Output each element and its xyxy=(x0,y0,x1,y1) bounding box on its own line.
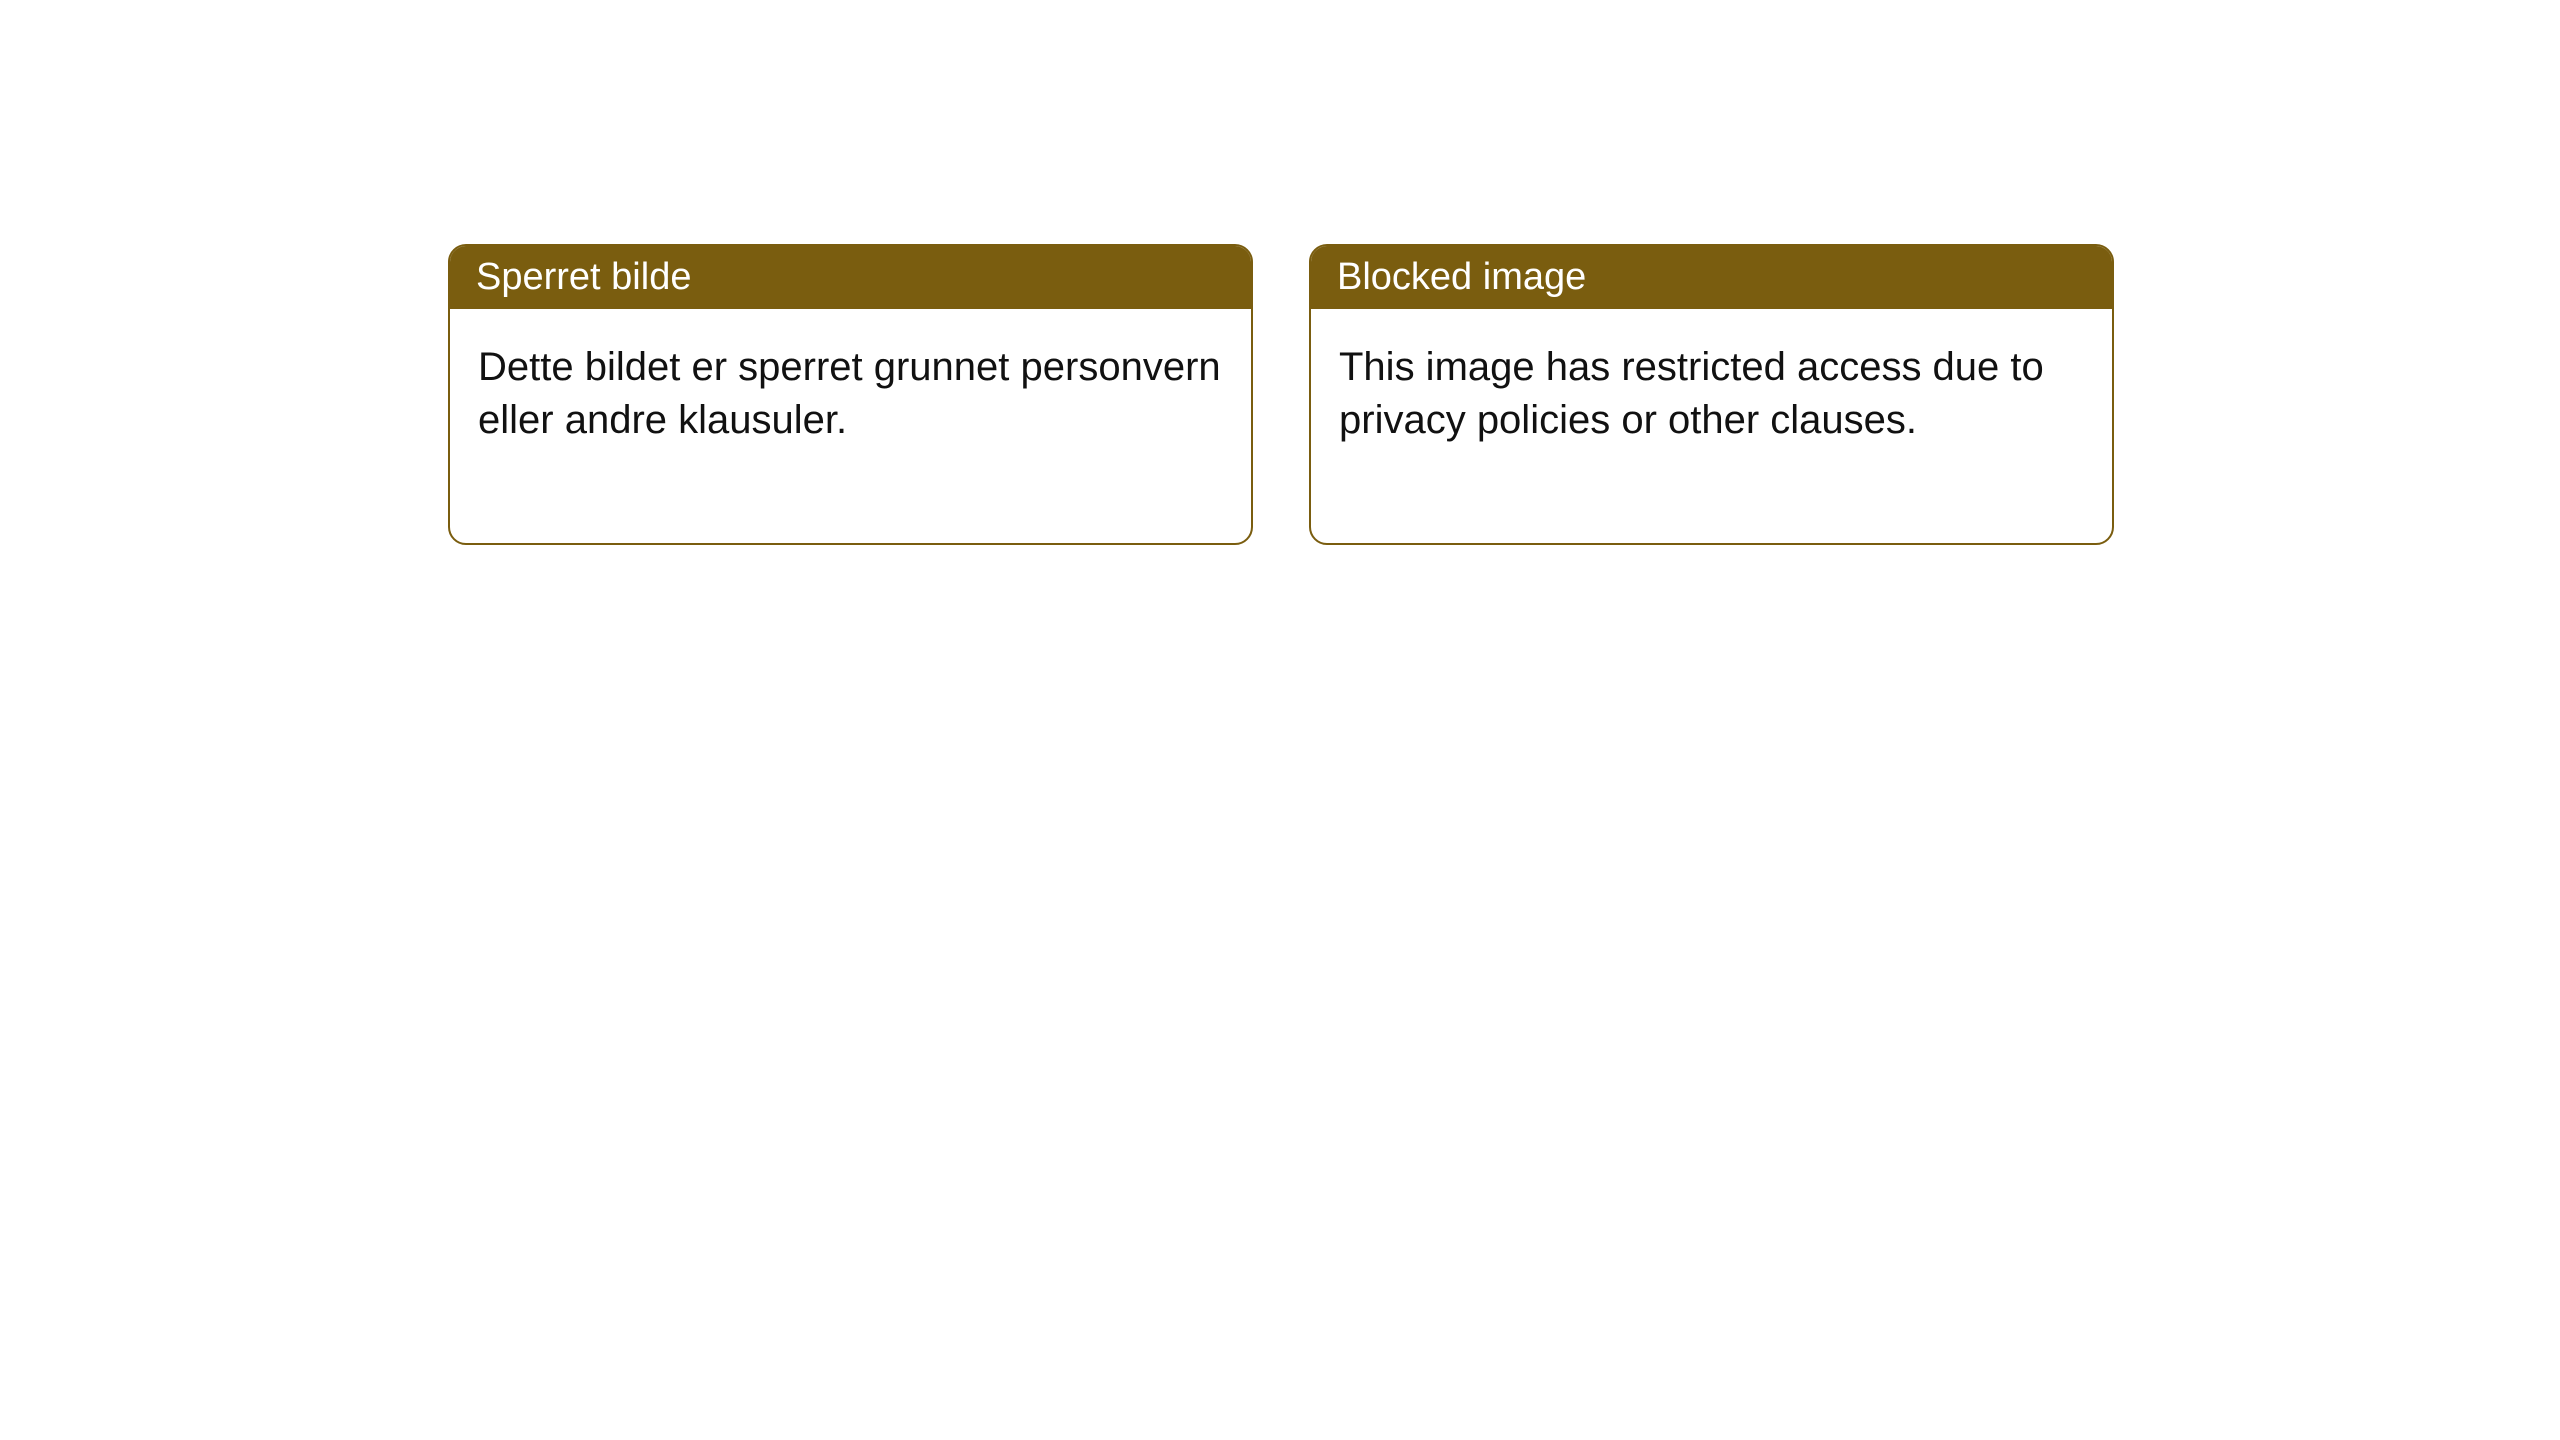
notice-body-no: Dette bildet er sperret grunnet personve… xyxy=(450,309,1251,543)
notice-card-en: Blocked image This image has restricted … xyxy=(1309,244,2114,545)
notice-container: Sperret bilde Dette bildet er sperret gr… xyxy=(448,244,2114,545)
notice-card-no: Sperret bilde Dette bildet er sperret gr… xyxy=(448,244,1253,545)
notice-header-no: Sperret bilde xyxy=(450,246,1251,309)
notice-header-en: Blocked image xyxy=(1311,246,2112,309)
notice-body-en: This image has restricted access due to … xyxy=(1311,309,2112,543)
